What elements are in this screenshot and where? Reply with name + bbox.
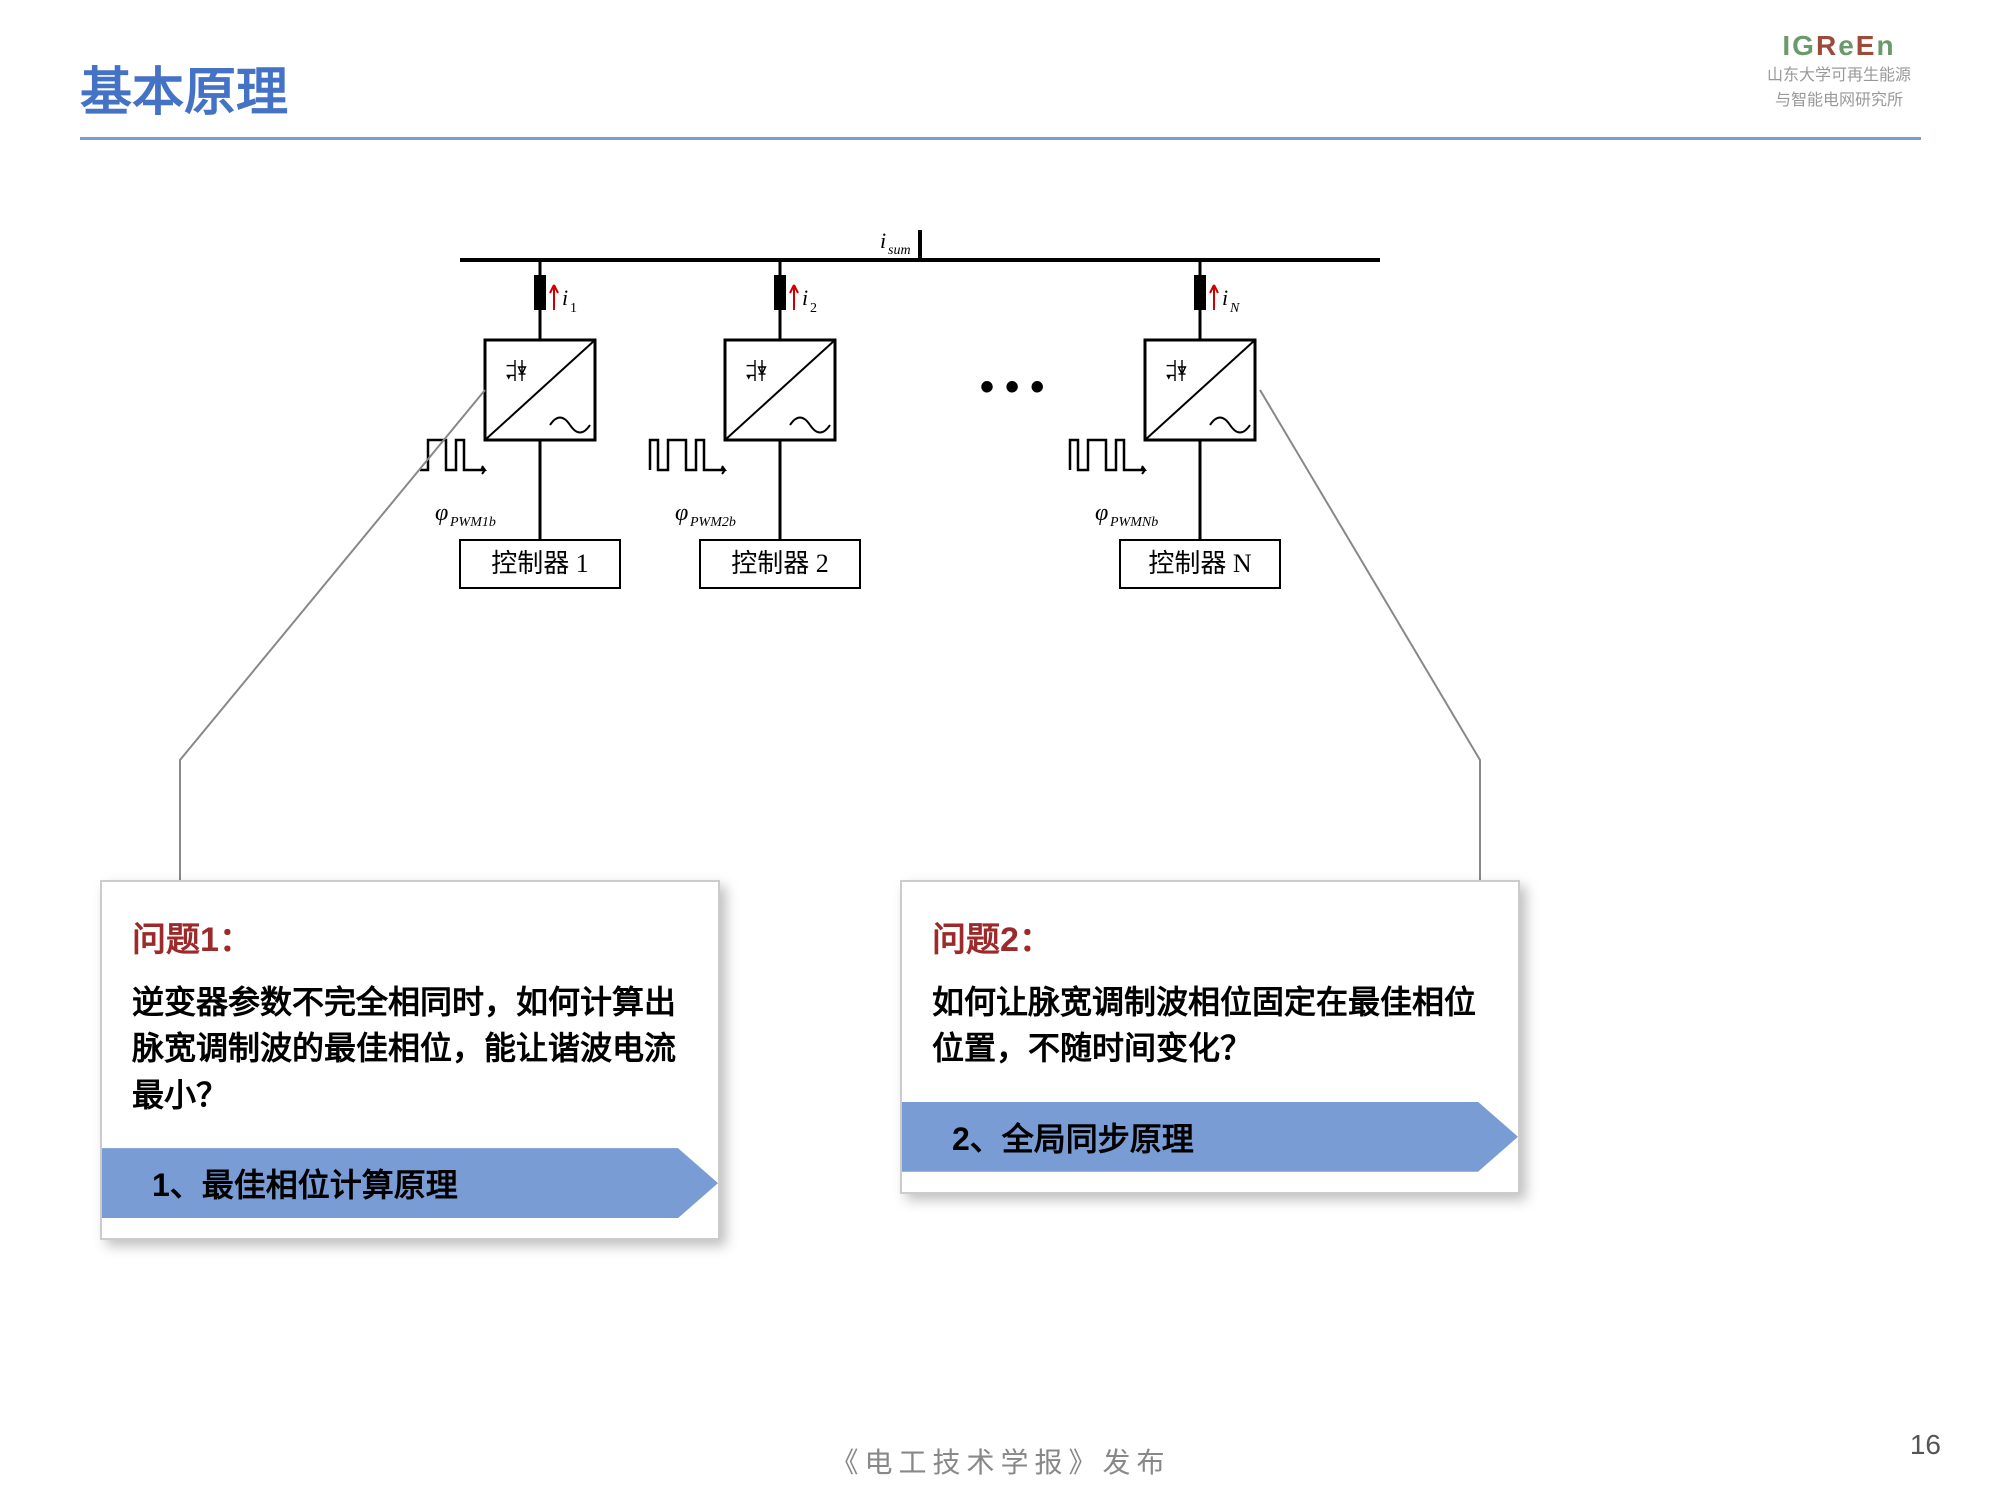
problem-2-title: 问题2： [932, 912, 1488, 961]
svg-text:控制器 1: 控制器 1 [491, 549, 589, 578]
arrow-banner-2: 2、全局同步原理 [902, 1102, 1518, 1172]
svg-text:i: i [562, 285, 568, 310]
problem-1-title: 问题1： [132, 912, 688, 961]
footer-text: 《电工技术学报》发布 [0, 1441, 2001, 1481]
arrow-1-label: 1、最佳相位计算原理 [102, 1148, 718, 1218]
logo-area: IGReEn 山东大学可再生能源 与智能电网研究所 [1767, 30, 1911, 112]
svg-text:φ: φ [435, 500, 448, 526]
circuit-diagram: i sum i 1 [420, 230, 1420, 650]
svg-text:2: 2 [810, 301, 817, 316]
svg-text:i: i [802, 285, 808, 310]
svg-text:N: N [1229, 301, 1240, 316]
title-bar: 基本原理 [80, 50, 1921, 140]
svg-text:PWM1b: PWM1b [449, 515, 496, 530]
arrow-2-label: 2、全局同步原理 [902, 1102, 1518, 1172]
svg-text:控制器 N: 控制器 N [1148, 549, 1252, 578]
problem-1-body: 逆变器参数不完全相同时，如何计算出脉宽调制波的最佳相位，能让谐波电流最小？ [132, 979, 688, 1118]
problem-2-body: 如何让脉宽调制波相位固定在最佳相位位置，不随时间变化？ [932, 979, 1488, 1072]
problem-box-2: 问题2： 如何让脉宽调制波相位固定在最佳相位位置，不随时间变化？ 2、全局同步原… [900, 880, 1520, 1194]
page-title: 基本原理 [80, 50, 1921, 125]
logo-sub2: 与智能电网研究所 [1767, 91, 1911, 112]
svg-text:φ: φ [1095, 500, 1108, 526]
arrow-banner-1: 1、最佳相位计算原理 [102, 1148, 718, 1218]
svg-text:控制器 2: 控制器 2 [731, 549, 829, 578]
svg-text:sum: sum [888, 243, 911, 258]
problem-box-1: 问题1： 逆变器参数不完全相同时，如何计算出脉宽调制波的最佳相位，能让谐波电流最… [100, 880, 720, 1240]
logo-sub1: 山东大学可再生能源 [1767, 66, 1911, 87]
svg-text:i: i [880, 230, 886, 253]
page-number: 16 [1910, 1429, 1941, 1461]
svg-text:PWM2b: PWM2b [689, 515, 736, 530]
svg-text:φ: φ [675, 500, 688, 526]
svg-text:i: i [1222, 285, 1228, 310]
logo-main: IGReEn [1767, 30, 1911, 62]
svg-text:• • •: • • • [980, 365, 1044, 409]
connector-lines [0, 0, 2001, 1501]
svg-text:PWMNb: PWMNb [1109, 515, 1158, 530]
svg-text:1: 1 [570, 301, 577, 316]
